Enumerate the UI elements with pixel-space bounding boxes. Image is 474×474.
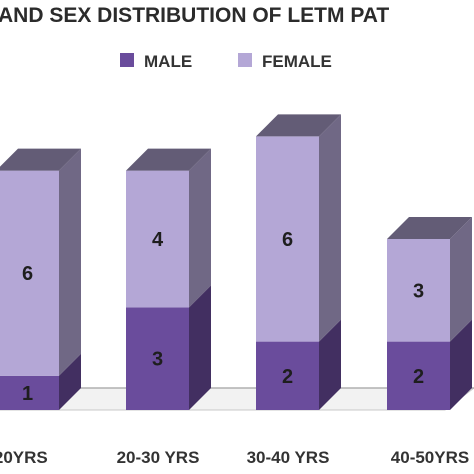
- bar-side-face: [59, 353, 81, 410]
- bar-segment: [0, 148, 81, 376]
- bar-side-face: [319, 114, 341, 342]
- x-tick-label: 20-30 YRS: [117, 448, 200, 467]
- bar-segment: [256, 319, 341, 410]
- data-label: 2: [413, 366, 424, 388]
- bar-side-face: [189, 285, 211, 410]
- data-label: 6: [22, 263, 33, 285]
- legend-swatch-female: [238, 53, 252, 67]
- bar-segment: [387, 217, 472, 342]
- bar-side-face: [59, 148, 81, 376]
- bar-front-face: [256, 341, 319, 410]
- bar-top-face: [0, 148, 81, 171]
- data-label: 4: [152, 229, 164, 251]
- bar-front-face: [126, 307, 189, 410]
- bars: 1 6 3 4 2 6 2 3: [0, 114, 472, 410]
- x-tick-label: 40-50YRS: [391, 448, 469, 467]
- x-tick-label: -20YRS: [0, 448, 48, 467]
- data-label: 6: [282, 229, 293, 251]
- data-label: 2: [282, 366, 293, 388]
- chart-title: AND SEX DISTRIBUTION OF LETM PAT: [0, 4, 389, 27]
- legend-label-male: MALE: [144, 52, 192, 71]
- bar-front-face: [387, 239, 450, 342]
- bar-front-face: [387, 341, 450, 410]
- bar-front-face: [0, 170, 59, 376]
- bar-segment: [387, 319, 472, 410]
- category-labels: -20YRS 20-30 YRS 30-40 YRS 40-50YRS: [0, 448, 469, 467]
- bar-segment: [256, 114, 341, 342]
- x-tick-label: 30-40 YRS: [247, 448, 330, 467]
- legend-swatch-male: [120, 53, 134, 67]
- bar-front-face: [256, 136, 319, 342]
- data-label: 3: [152, 349, 163, 371]
- bar-top-face: [387, 217, 472, 239]
- bar-top-face: [126, 148, 211, 171]
- bar-front-face: [0, 375, 59, 410]
- bar-side-face: [189, 148, 211, 308]
- bar-side-face: [450, 319, 472, 410]
- data-label: 3: [413, 280, 424, 302]
- bar-side-face: [319, 319, 341, 410]
- legend: MALE FEMALE: [120, 52, 332, 71]
- bar-segment: [0, 353, 81, 410]
- bar-segment: [126, 148, 211, 308]
- bar-top-face: [256, 114, 341, 137]
- bar-side-face: [450, 217, 472, 342]
- bar-segment: [126, 285, 211, 410]
- bar-front-face: [126, 170, 189, 308]
- data-label: 1: [22, 383, 33, 405]
- legend-label-female: FEMALE: [262, 52, 332, 71]
